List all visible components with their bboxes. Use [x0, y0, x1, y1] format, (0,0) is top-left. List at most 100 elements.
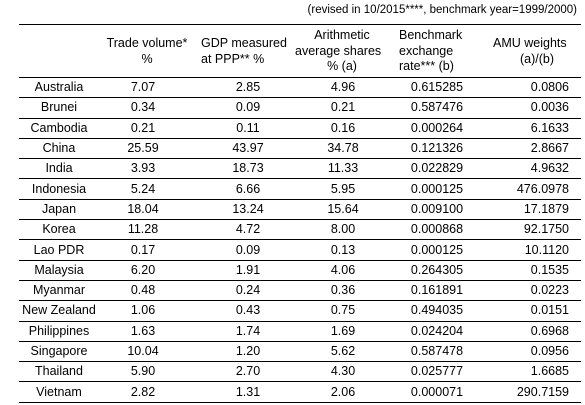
- cell-amu: 476.0978: [516, 181, 569, 196]
- table-row: India 3.93 18.73 11.33 0.022829 4.9632: [19, 159, 581, 179]
- header-text: Benchmark: [399, 28, 463, 42]
- cell-bench: 0.024204: [410, 323, 464, 338]
- header-text: (a)/(b): [519, 51, 555, 66]
- cell-trade: 0.17: [130, 242, 156, 257]
- cell-amu: 290.7159: [516, 384, 569, 399]
- cell-gdp: 1.31: [235, 384, 261, 399]
- cell-gdp: 13.24: [232, 201, 264, 216]
- header-text: AMU weights: [493, 36, 567, 50]
- cell-bench: 0.121326: [410, 141, 464, 156]
- cell-bench: 0.587476: [410, 100, 464, 115]
- cell-trade: 25.59: [127, 141, 159, 156]
- table-row: Brunei 0.34 0.09 0.21 0.587476 0.0036: [19, 98, 581, 119]
- cell-country: Vietnam: [36, 384, 82, 399]
- cell-country: Philippines: [28, 323, 90, 338]
- cell-amu: 10.1120: [524, 242, 569, 257]
- table-row: Lao PDR 0.17 0.09 0.13 0.000125 10.1120: [19, 240, 581, 261]
- cell-arith: 0.13: [330, 242, 356, 257]
- cell-arith: 1.69: [330, 323, 356, 338]
- cell-gdp: 0.09: [235, 242, 261, 257]
- cell-amu: 0.0223: [530, 283, 569, 298]
- cell-country: China: [42, 141, 76, 156]
- header-benchmark-rate: Benchmark exchange rate*** (b): [389, 25, 481, 78]
- cell-amu: 4.9632: [530, 161, 569, 176]
- header-text: Trade volume*: [106, 36, 188, 50]
- cell-trade: 2.82: [130, 384, 156, 399]
- cell-gdp: 18.73: [232, 161, 264, 176]
- cell-gdp: 0.43: [235, 303, 261, 318]
- cell-bench: 0.000868: [410, 222, 464, 237]
- header-text: Arithmetic: [314, 28, 370, 42]
- cell-trade: 0.21: [130, 120, 156, 135]
- table-row: Indonesia 5.24 6.66 5.95 0.000125 476.0978: [19, 179, 581, 200]
- cell-bench: 0.000071: [410, 384, 464, 399]
- cell-country: Indonesia: [31, 181, 87, 196]
- cell-bench: 0.000125: [410, 181, 464, 196]
- table-row: Cambodia 0.21 0.11 0.16 0.000264 6.1633: [19, 118, 581, 139]
- cell-gdp: 43.97: [232, 141, 264, 156]
- cell-amu: 17.1879: [523, 201, 569, 216]
- cell-country: New Zealand: [22, 303, 96, 318]
- amu-weights-table: Trade volume* % GDP measured at PPP** % …: [19, 24, 581, 403]
- cell-country: Thailand: [35, 364, 83, 379]
- cell-amu: 0.0956: [530, 344, 569, 358]
- header-text: average shares: [295, 43, 382, 58]
- cell-trade: 1.06: [130, 303, 156, 318]
- cell-bench: 0.000264: [410, 120, 464, 135]
- cell-trade: 11.28: [127, 222, 159, 237]
- cell-bench: 0.022829: [410, 161, 464, 176]
- cell-country: Australia: [34, 80, 84, 95]
- cell-trade: 10.04: [127, 344, 159, 358]
- header-trade-volume: Trade volume* %: [99, 25, 193, 78]
- cell-arith: 4.96: [330, 80, 356, 95]
- cell-country: Cambodia: [30, 120, 88, 135]
- header-text: at PPP** %: [201, 51, 265, 66]
- cell-country: Singapore: [30, 344, 88, 358]
- cell-gdp: 0.24: [235, 283, 261, 298]
- header-gdp-ppp: GDP measured at PPP** %: [193, 25, 291, 78]
- header-amu-weights: AMU weights (a)/(b): [481, 25, 581, 78]
- cell-trade: 5.24: [130, 181, 156, 196]
- cell-country: India: [45, 161, 73, 176]
- table-row: Vietnam 2.82 1.31 2.06 0.000071 290.7159: [19, 382, 581, 403]
- cell-arith: 4.30: [330, 364, 356, 379]
- cell-amu: 0.0806: [530, 80, 569, 95]
- cell-trade: 3.93: [130, 161, 156, 176]
- cell-trade: 1.63: [130, 323, 156, 338]
- cell-country: Lao PDR: [33, 242, 85, 257]
- cell-arith: 34.78: [327, 141, 359, 156]
- table-row: China 25.59 43.97 34.78 0.121326 2.8667: [19, 138, 581, 159]
- cell-bench: 0.161891: [410, 283, 464, 298]
- header-text: exchange: [399, 43, 454, 58]
- cell-gdp: 0.09: [235, 100, 261, 115]
- table-body: Australia 7.07 2.85 4.96 0.615285 0.0806 Brune…: [19, 78, 581, 403]
- cell-country: Japan: [41, 201, 77, 216]
- table-row: Thailand 5.90 2.70 4.30 0.025777 1.6685: [19, 362, 581, 382]
- cell-gdp: 0.11: [236, 120, 260, 135]
- cell-bench: 0.025777: [410, 364, 464, 379]
- header-row: Trade volume* % GDP measured at PPP** % …: [19, 24, 581, 78]
- cell-bench: 0.000125: [410, 242, 464, 257]
- cell-country: Brunei: [40, 100, 78, 115]
- cell-amu: 0.1535: [530, 262, 569, 277]
- cell-trade: 7.07: [130, 80, 156, 95]
- cell-gdp: 4.72: [235, 222, 261, 237]
- cell-gdp: 2.70: [235, 364, 261, 379]
- cell-bench: 0.264305: [410, 262, 464, 277]
- cell-gdp: 2.85: [235, 80, 261, 95]
- cell-arith: 4.06: [330, 262, 356, 277]
- cell-arith: 8.00: [330, 222, 356, 237]
- header-arithmetic-average: Arithmetic average shares % (a): [291, 25, 389, 78]
- cell-arith: 0.21: [330, 100, 356, 115]
- cell-amu: 1.6685: [530, 364, 569, 379]
- cell-arith: 0.75: [330, 303, 356, 318]
- cell-arith: 11.33: [327, 161, 359, 176]
- cell-amu: 92.1750: [523, 222, 569, 237]
- cell-arith: 5.95: [330, 181, 356, 196]
- cell-country: Korea: [42, 222, 76, 237]
- table-row: Australia 7.07 2.85 4.96 0.615285 0.0806: [19, 78, 581, 98]
- table-row: Singapore 10.04 1.20 5.62 0.587478 0.0956: [19, 341, 581, 362]
- revision-note: (revised in 10/2015****, benchmark year=…: [307, 4, 577, 16]
- cell-arith: 2.06: [330, 384, 356, 399]
- cell-arith: 15.64: [327, 201, 359, 216]
